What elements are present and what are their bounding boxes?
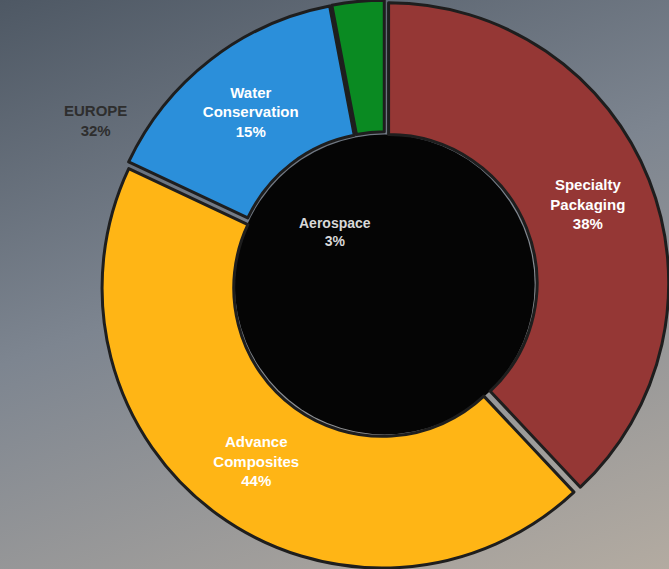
svg-text:Aerospace3%: Aerospace3% [299, 215, 371, 249]
svg-text:SpecialtyPackaging38%: SpecialtyPackaging38% [550, 176, 625, 232]
svg-text:WaterConservation15%: WaterConservation15% [203, 84, 299, 140]
svg-text:EUROPE32%: EUROPE32% [64, 102, 127, 139]
svg-text:AdvanceComposites44%: AdvanceComposites44% [213, 433, 299, 489]
